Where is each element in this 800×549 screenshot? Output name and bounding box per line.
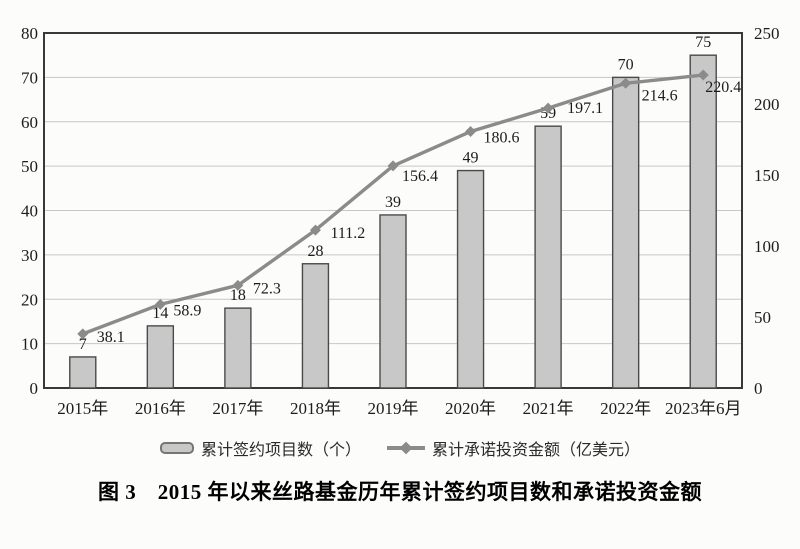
line-marker bbox=[620, 77, 632, 89]
x-axis-tick: 2021年 bbox=[523, 399, 574, 418]
x-axis-tick: 2019年 bbox=[368, 399, 419, 418]
bar-2020年 bbox=[456, 169, 485, 389]
left-axis-tick: 60 bbox=[21, 113, 38, 132]
line-value-label: 111.2 bbox=[330, 225, 365, 242]
line-value-label: 72.3 bbox=[253, 280, 281, 297]
left-axis-tick: 80 bbox=[21, 24, 38, 43]
line-marker bbox=[309, 224, 321, 236]
bar-2015年 bbox=[69, 356, 97, 389]
bar-value-label: 75 bbox=[695, 34, 711, 51]
bar-swatch-icon bbox=[159, 442, 194, 454]
right-axis-tick: 50 bbox=[754, 308, 771, 327]
x-axis-tick: 2015年 bbox=[57, 399, 108, 418]
legend-item-investment: 累计承诺投资金额（亿美元） bbox=[387, 436, 640, 460]
bar-value-label: 28 bbox=[307, 243, 323, 260]
line-marker bbox=[77, 328, 89, 340]
right-axis-tick: 0 bbox=[754, 379, 763, 398]
left-axis-tick: 0 bbox=[30, 379, 39, 398]
bar-2021年 bbox=[534, 125, 562, 389]
figure-caption: 图 3 2015 年以来丝路基金历年累计签约项目数和承诺投资金额 bbox=[98, 480, 702, 504]
x-axis-tick: 2018年 bbox=[290, 399, 341, 418]
bar-2022年 bbox=[611, 76, 640, 389]
legend-label-projects: 累计签约项目数（个） bbox=[200, 442, 361, 459]
line-value-label: 58.9 bbox=[173, 302, 201, 319]
line-marker bbox=[154, 298, 166, 310]
legend-label-investment: 累计承诺投资金额（亿美元） bbox=[432, 442, 641, 459]
line-value-label: 180.6 bbox=[484, 130, 520, 147]
bar-2019年 bbox=[379, 214, 407, 389]
line-marker bbox=[542, 102, 554, 114]
x-axis-tick: 2022年 bbox=[600, 399, 651, 418]
right-axis-tick: 150 bbox=[754, 166, 780, 185]
right-axis-tick: 100 bbox=[754, 237, 780, 256]
left-axis-tick: 70 bbox=[21, 68, 38, 87]
x-axis-tick: 2016年 bbox=[135, 399, 186, 418]
line-marker bbox=[232, 279, 244, 291]
bar-value-label: 18 bbox=[230, 287, 246, 304]
line-marker bbox=[465, 126, 477, 138]
bar-value-label: 39 bbox=[385, 194, 401, 211]
right-axis-tick: 250 bbox=[754, 24, 780, 43]
left-axis-tick: 50 bbox=[21, 157, 38, 176]
bar-value-label: 70 bbox=[618, 56, 634, 73]
bar-value-label: 49 bbox=[463, 150, 479, 167]
bar-value-label: 7 bbox=[79, 336, 87, 353]
bar-2018年 bbox=[301, 263, 330, 389]
chart-legend: 累计签约项目数（个） 累计承诺投资金额（亿美元） bbox=[0, 436, 800, 460]
left-axis-tick: 20 bbox=[21, 290, 38, 309]
bar-2017年 bbox=[224, 307, 252, 389]
bar-value-label: 14 bbox=[152, 305, 168, 322]
line-value-label: 220.4 bbox=[705, 79, 741, 96]
left-axis-tick: 40 bbox=[21, 202, 38, 221]
left-axis-tick: 10 bbox=[21, 335, 38, 354]
right-axis-tick: 200 bbox=[754, 95, 780, 114]
left-axis-tick: 30 bbox=[21, 246, 38, 265]
bar-2016年 bbox=[146, 325, 175, 389]
diamond-marker-icon bbox=[399, 441, 413, 455]
line-marker bbox=[697, 69, 709, 81]
line-value-label: 214.6 bbox=[642, 87, 678, 104]
bar-2023年6月 bbox=[689, 54, 717, 389]
legend-item-projects: 累计签约项目数（个） bbox=[159, 436, 361, 460]
x-axis-tick: 2023年6月 bbox=[665, 399, 742, 418]
line-diamond-swatch-icon bbox=[387, 441, 425, 455]
x-axis-tick: 2020年 bbox=[445, 399, 496, 418]
chart-canvas: 7141828394959707538.158.972.3111.2156.41… bbox=[21, 24, 780, 418]
line-value-label: 156.4 bbox=[402, 168, 438, 185]
x-axis-tick: 2017年 bbox=[212, 399, 263, 418]
line-value-label: 197.1 bbox=[567, 100, 603, 117]
line-value-label: 38.1 bbox=[97, 329, 125, 346]
line-marker bbox=[387, 160, 399, 172]
